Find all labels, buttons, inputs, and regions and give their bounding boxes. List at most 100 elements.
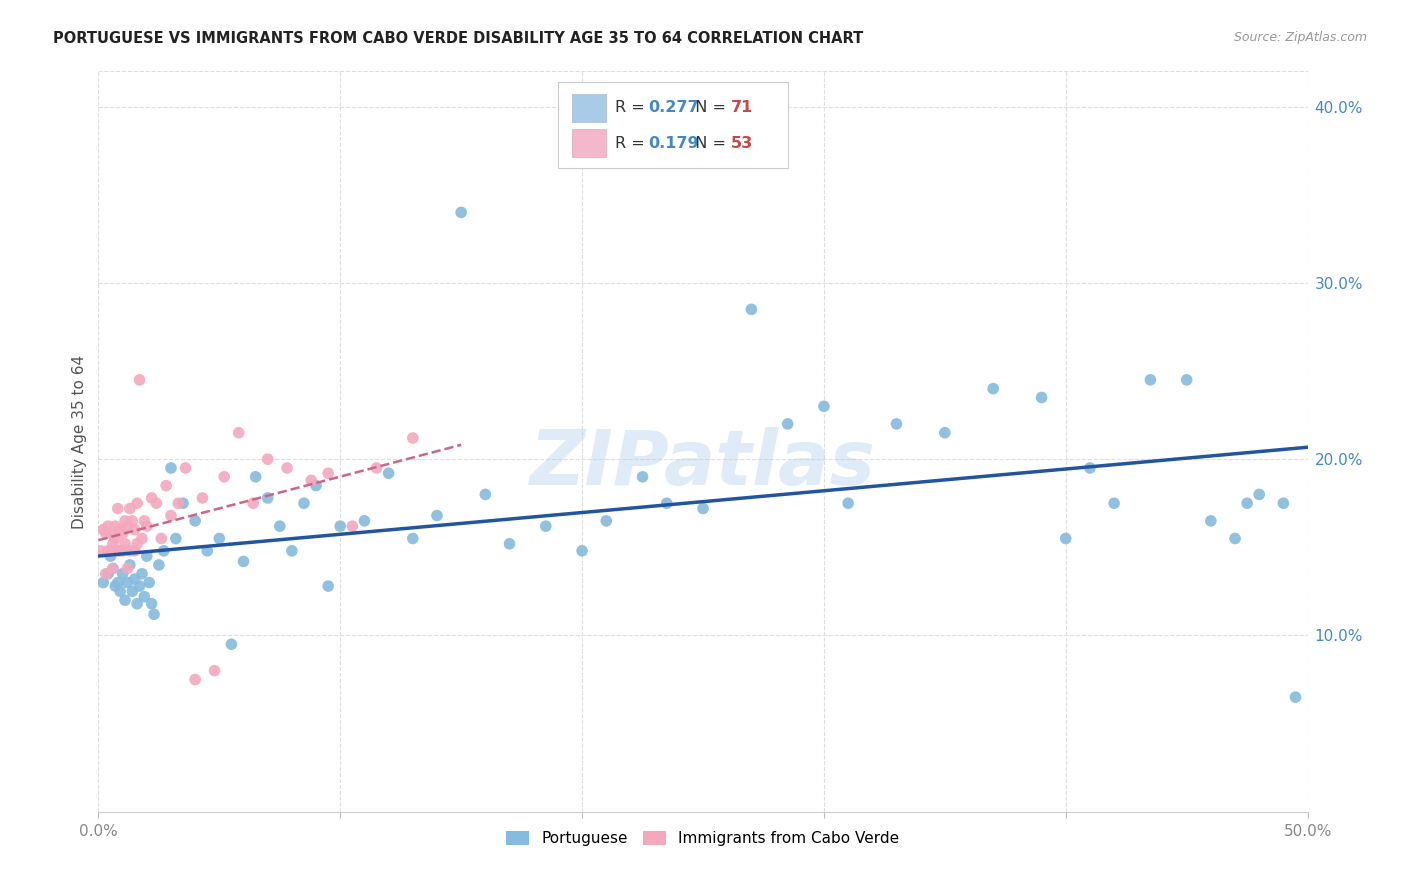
Point xyxy=(90,544,112,558)
Point xyxy=(534,519,557,533)
Text: 71: 71 xyxy=(731,100,754,115)
Point xyxy=(108,523,131,537)
Text: N =: N = xyxy=(685,100,731,115)
Point xyxy=(191,491,214,505)
Point xyxy=(165,532,187,546)
Point xyxy=(174,461,197,475)
Point xyxy=(450,205,472,219)
Text: PORTUGUESE VS IMMIGRANTS FROM CABO VERDE DISABILITY AGE 35 TO 64 CORRELATION CHA: PORTUGUESE VS IMMIGRANTS FROM CABO VERDE… xyxy=(53,31,863,46)
Point xyxy=(118,544,141,558)
Point xyxy=(108,544,131,558)
Point xyxy=(886,417,908,431)
Point xyxy=(104,579,127,593)
Point xyxy=(316,467,339,481)
Point xyxy=(111,526,134,541)
Point xyxy=(167,496,190,510)
Point xyxy=(160,461,183,475)
Point xyxy=(152,544,174,558)
Point xyxy=(329,519,352,533)
Point xyxy=(107,575,129,590)
Point xyxy=(204,664,226,678)
Point xyxy=(128,373,150,387)
Point xyxy=(256,452,278,467)
Point xyxy=(342,519,364,533)
Point xyxy=(1249,487,1271,501)
Point xyxy=(316,579,339,593)
Point xyxy=(692,501,714,516)
Point xyxy=(245,470,267,484)
Point xyxy=(221,637,243,651)
Point xyxy=(595,514,617,528)
Point xyxy=(740,302,762,317)
Point xyxy=(934,425,956,440)
Point xyxy=(94,566,117,581)
Point xyxy=(114,593,136,607)
Text: Source: ZipAtlas.com: Source: ZipAtlas.com xyxy=(1233,31,1367,45)
Point xyxy=(134,514,156,528)
Point xyxy=(281,544,304,558)
Point xyxy=(402,532,425,546)
Point xyxy=(141,597,163,611)
Point xyxy=(195,544,218,558)
Point xyxy=(104,532,127,546)
FancyBboxPatch shape xyxy=(558,82,787,168)
Point xyxy=(104,519,127,533)
Legend: Portuguese, Immigrants from Cabo Verde: Portuguese, Immigrants from Cabo Verde xyxy=(501,825,905,852)
Point xyxy=(377,467,399,481)
Point xyxy=(127,537,149,551)
Point xyxy=(114,514,136,528)
Point xyxy=(631,470,654,484)
Point xyxy=(1139,373,1161,387)
Point xyxy=(160,508,183,523)
Point xyxy=(305,478,328,492)
Point xyxy=(1199,514,1222,528)
Point xyxy=(108,584,131,599)
Point xyxy=(813,399,835,413)
Point xyxy=(121,584,143,599)
Point xyxy=(402,431,425,445)
Point xyxy=(118,501,141,516)
Point xyxy=(100,526,122,541)
Point xyxy=(366,461,388,475)
Point xyxy=(114,537,136,551)
Point xyxy=(184,514,207,528)
Point xyxy=(474,487,496,501)
Text: R =: R = xyxy=(614,100,650,115)
Point xyxy=(208,532,231,546)
Point xyxy=(655,496,678,510)
Text: R =: R = xyxy=(614,136,650,151)
Text: 0.277: 0.277 xyxy=(648,100,699,115)
Point xyxy=(242,496,264,510)
Point xyxy=(143,607,166,622)
Point xyxy=(124,523,146,537)
Point xyxy=(1236,496,1258,510)
Point xyxy=(1272,496,1295,510)
Point xyxy=(256,491,278,505)
Point xyxy=(1054,532,1077,546)
Point xyxy=(135,549,157,563)
Text: 53: 53 xyxy=(731,136,754,151)
Point xyxy=(107,501,129,516)
Point xyxy=(107,544,129,558)
Point xyxy=(292,496,315,510)
Point xyxy=(127,597,149,611)
Point xyxy=(1175,373,1198,387)
Point xyxy=(145,496,167,510)
Point xyxy=(127,496,149,510)
Point xyxy=(232,554,254,568)
Point xyxy=(131,566,153,581)
Point xyxy=(118,558,141,572)
Point xyxy=(184,673,207,687)
Point xyxy=(111,544,134,558)
Point xyxy=(101,561,124,575)
Point xyxy=(228,425,250,440)
Point xyxy=(117,561,139,575)
Point xyxy=(94,526,117,541)
Point xyxy=(124,544,146,558)
Point xyxy=(172,496,194,510)
Point xyxy=(155,478,177,492)
Point xyxy=(1031,391,1053,405)
Point xyxy=(97,566,120,581)
Point xyxy=(117,519,139,533)
Point xyxy=(353,514,375,528)
